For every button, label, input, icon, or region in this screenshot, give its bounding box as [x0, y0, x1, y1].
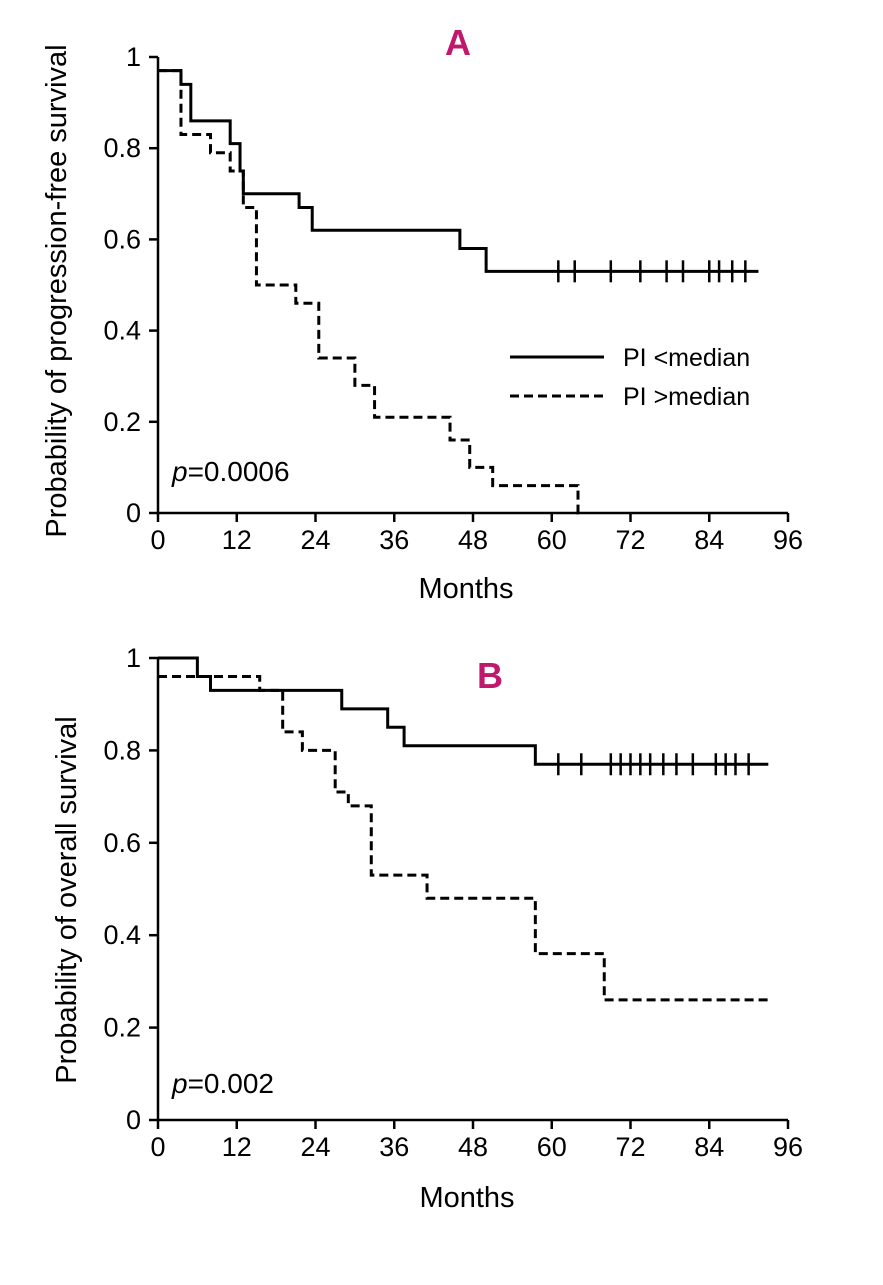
y-tick-label: 0.6	[103, 224, 141, 254]
panel-b-curves	[158, 656, 772, 1002]
curve-pi-above-median	[158, 674, 772, 1002]
x-tick-label: 96	[773, 525, 803, 555]
panel-b-chart: 0 12 24 36 48 60 72 84 96 0 0.2 0.4 0.6 0.8 1 B Months…	[51, 643, 803, 1214]
y-tick-label: 0.2	[103, 1013, 141, 1043]
y-tick-label: 0.6	[103, 828, 141, 858]
x-tick-label: 24	[300, 525, 330, 555]
y-tick-label: 1	[126, 42, 141, 72]
panel-b-y-axis-title: Probability of overall survival	[51, 716, 83, 1083]
curve-pi-below-median	[158, 656, 769, 766]
curve-pi-below-median	[158, 69, 759, 273]
panel-a-x-axis-title: Months	[418, 573, 513, 605]
x-tick-label: 96	[773, 1132, 803, 1162]
legend-pi-below-median-label: PI <median	[623, 344, 750, 372]
panel-b-axes: 0 12 24 36 48 60 72 84 96 0 0.2 0.4 0.6 0.8 1	[103, 643, 803, 1162]
x-tick-label: 36	[379, 525, 409, 555]
x-tick-label: 12	[222, 1132, 252, 1162]
x-tick-label: 0	[150, 1132, 165, 1162]
panel-a-axes: 0 12 24 36 48 60 72 84 96 0 0.2 0.4 0.6 0.8 1	[103, 42, 803, 555]
y-tick-label: 0	[126, 1105, 141, 1135]
x-tick-label: 48	[458, 525, 488, 555]
panel-a-p-value-text: =0.0006	[188, 456, 290, 487]
y-tick-label: 1	[126, 643, 141, 673]
panel-a-curves	[158, 69, 759, 515]
legend-pi-above-median-label: PI >median	[623, 383, 750, 411]
panel-b-label: B	[477, 655, 503, 696]
y-tick-label: 0.4	[103, 920, 141, 950]
panel-b-p-value-text: =0.002	[188, 1068, 274, 1099]
y-tick-label: 0.8	[103, 735, 141, 765]
curve-pi-above-median	[158, 69, 582, 515]
x-tick-label: 72	[615, 525, 645, 555]
panel-a-chart: 0 12 24 36 48 60 72 84 96 0 0.2 0.4 0.6 0.8 1 A Months…	[41, 22, 803, 605]
x-tick-label: 72	[615, 1132, 645, 1162]
x-tick-label: 24	[300, 1132, 330, 1162]
x-tick-label: 48	[458, 1132, 488, 1162]
x-tick-label: 84	[694, 1132, 724, 1162]
x-tick-label: 60	[537, 1132, 567, 1162]
x-tick-label: 60	[537, 525, 567, 555]
panel-b-x-axis-title: Months	[419, 1182, 514, 1214]
x-tick-label: 84	[694, 525, 724, 555]
x-tick-label: 12	[222, 525, 252, 555]
x-tick-label: 0	[150, 525, 165, 555]
y-tick-label: 0.2	[103, 407, 141, 437]
panel-a-p-value-symbol: p	[171, 456, 188, 487]
panel-a-p-value: p=0.0006	[171, 456, 290, 487]
panel-a-label: A	[445, 22, 471, 63]
y-tick-label: 0.4	[103, 316, 141, 346]
panel-b-p-value-symbol: p	[171, 1068, 188, 1099]
x-tick-label: 36	[379, 1132, 409, 1162]
panel-a-y-axis-title: Probability of progression-free survival	[41, 44, 73, 537]
y-tick-label: 0.8	[103, 133, 141, 163]
y-tick-label: 0	[126, 498, 141, 528]
legend: PI <median PI >median	[510, 344, 750, 411]
panel-b-p-value: p=0.002	[171, 1068, 274, 1099]
